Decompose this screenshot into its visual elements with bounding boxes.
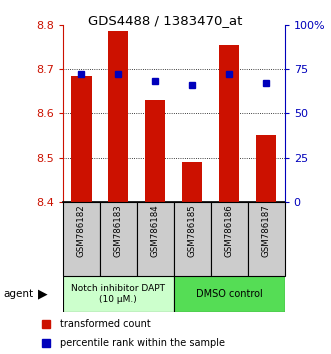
Bar: [211, 202, 248, 276]
Bar: [219, 45, 239, 202]
Text: GSM786186: GSM786186: [225, 204, 234, 257]
Bar: [182, 162, 203, 202]
Text: GSM786182: GSM786182: [77, 204, 86, 257]
Text: GDS4488 / 1383470_at: GDS4488 / 1383470_at: [88, 14, 243, 27]
Text: Notch inhibitor DAPT
(10 μM.): Notch inhibitor DAPT (10 μM.): [71, 284, 165, 303]
Bar: [174, 202, 211, 276]
Text: DMSO control: DMSO control: [196, 289, 262, 299]
Text: ▶: ▶: [38, 287, 48, 300]
Text: transformed count: transformed count: [60, 319, 151, 329]
Bar: [256, 136, 276, 202]
Text: percentile rank within the sample: percentile rank within the sample: [60, 338, 225, 348]
Bar: [100, 202, 137, 276]
Text: GSM786184: GSM786184: [151, 204, 160, 257]
Text: GSM786183: GSM786183: [114, 204, 123, 257]
Bar: [145, 100, 166, 202]
Text: GSM786185: GSM786185: [188, 204, 197, 257]
Bar: [174, 276, 285, 312]
Text: GSM786187: GSM786187: [262, 204, 271, 257]
Bar: [71, 76, 92, 202]
Bar: [108, 32, 128, 202]
Text: agent: agent: [3, 289, 33, 299]
Bar: [63, 276, 174, 312]
Bar: [248, 202, 285, 276]
Bar: [137, 202, 174, 276]
Bar: [63, 202, 100, 276]
